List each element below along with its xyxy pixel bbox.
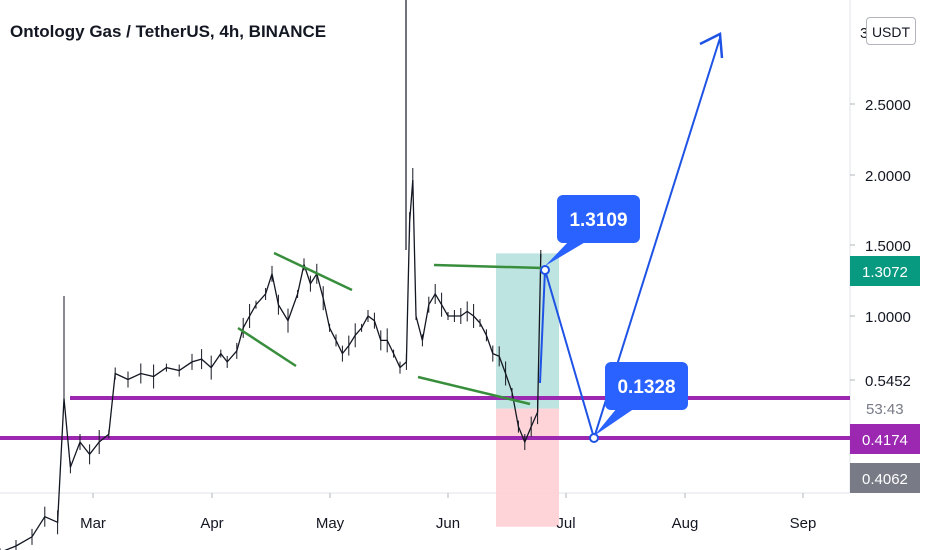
pattern-line bbox=[433, 263, 544, 270]
countdown-label: 53:43 bbox=[866, 401, 904, 418]
x-tick-label: Jul bbox=[556, 515, 575, 532]
x-tick-label: Sep bbox=[790, 515, 817, 532]
price-badge-label: 0.4174 bbox=[862, 432, 908, 449]
x-tick-label: Apr bbox=[200, 515, 223, 532]
projection-point bbox=[540, 265, 550, 275]
price-badge bbox=[850, 424, 920, 454]
callout-pointer bbox=[594, 408, 635, 436]
price-series-line bbox=[4, 179, 542, 550]
callout-label: 1.3109 bbox=[569, 210, 627, 231]
pattern-line bbox=[417, 375, 531, 406]
price-badge bbox=[850, 463, 920, 493]
projection-point bbox=[589, 433, 599, 443]
pattern-line bbox=[273, 251, 353, 292]
price-callout bbox=[605, 362, 688, 410]
pattern-line bbox=[237, 326, 297, 368]
x-tick-label: May bbox=[316, 515, 345, 532]
callout-label: 0.1328 bbox=[617, 377, 675, 398]
y-tick-label: 2.0000 bbox=[865, 168, 911, 185]
loss-zone bbox=[496, 408, 559, 527]
price-badge-label: 1.3072 bbox=[862, 264, 908, 281]
callout-pointer bbox=[545, 241, 587, 266]
y-tick-label: 0.5452 bbox=[865, 373, 911, 390]
x-tick-label: Jun bbox=[436, 515, 460, 532]
y-tick-label: 1.5000 bbox=[865, 238, 911, 255]
x-tick-label: Aug bbox=[672, 515, 699, 532]
y-tick-label: 3 bbox=[860, 25, 868, 42]
currency-button[interactable]: USDT bbox=[866, 17, 916, 45]
arrow-head bbox=[699, 32, 724, 59]
price-badge bbox=[850, 256, 920, 286]
projection-arrow bbox=[539, 37, 721, 442]
price-badge-label: 0.4062 bbox=[862, 471, 908, 488]
y-tick-label: 2.5000 bbox=[865, 97, 911, 114]
chart-title: Ontology Gas / TetherUS, 4h, BINANCE bbox=[10, 22, 327, 41]
y-tick-label: 1.0000 bbox=[865, 309, 911, 326]
price-callout bbox=[557, 195, 640, 243]
x-tick-label: Mar bbox=[80, 515, 106, 532]
